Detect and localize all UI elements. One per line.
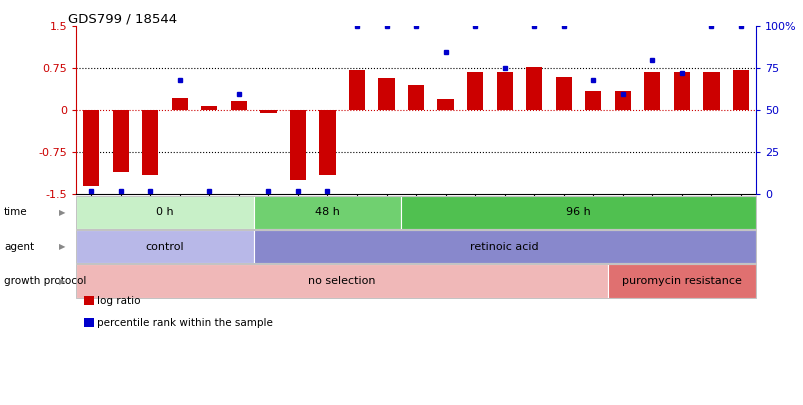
Bar [496, 72, 512, 111]
Bar [407, 85, 424, 111]
Bar [378, 79, 394, 111]
Bar [555, 77, 571, 111]
Text: retinoic acid: retinoic acid [470, 242, 538, 252]
Bar [673, 72, 689, 111]
Text: control: control [145, 242, 184, 252]
Text: time: time [4, 207, 27, 217]
Text: 48 h: 48 h [315, 207, 340, 217]
Text: no selection: no selection [308, 276, 376, 286]
Text: log ratio: log ratio [97, 296, 141, 305]
Bar [171, 98, 188, 111]
Text: 96 h: 96 h [565, 207, 590, 217]
Bar [230, 101, 247, 111]
Bar [83, 111, 99, 186]
Bar [142, 111, 158, 175]
Bar [732, 70, 748, 111]
Bar [703, 72, 719, 111]
Text: puromycin resistance: puromycin resistance [622, 276, 741, 286]
Bar [614, 91, 630, 111]
Text: ▶: ▶ [59, 277, 65, 286]
Bar [437, 99, 453, 111]
Bar [349, 70, 365, 111]
Text: ▶: ▶ [59, 208, 65, 217]
Text: agent: agent [4, 242, 34, 252]
Bar [319, 111, 335, 175]
Bar [525, 67, 542, 111]
Bar [201, 107, 217, 111]
Bar [112, 111, 128, 172]
Text: growth protocol: growth protocol [4, 276, 86, 286]
Text: ▶: ▶ [59, 242, 65, 251]
Bar [585, 91, 601, 111]
Bar [643, 72, 660, 111]
Bar [467, 72, 483, 111]
Bar [260, 111, 276, 113]
Text: percentile rank within the sample: percentile rank within the sample [97, 318, 273, 328]
Text: 0 h: 0 h [156, 207, 173, 217]
Text: GDS799 / 18544: GDS799 / 18544 [68, 12, 177, 25]
Bar [289, 111, 306, 180]
